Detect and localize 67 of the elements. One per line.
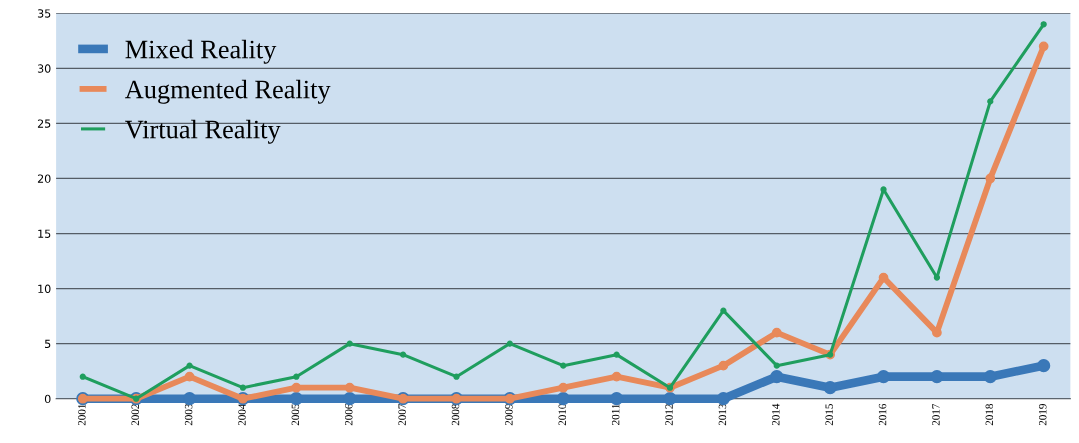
point	[291, 382, 302, 393]
point	[880, 186, 887, 193]
point	[613, 351, 620, 358]
x-tick-label: 2012	[665, 404, 673, 426]
point	[987, 98, 994, 105]
point	[771, 327, 782, 338]
x-tick-label: 2016	[878, 403, 887, 426]
point	[239, 384, 247, 391]
point	[186, 362, 193, 369]
point	[1040, 21, 1047, 28]
point	[1037, 359, 1051, 373]
x-tick-label: 2007	[398, 403, 406, 426]
y-tick-label: 35	[37, 9, 51, 18]
legend-label: Mixed Reality	[125, 39, 277, 64]
y-tick-label: 20	[37, 174, 51, 183]
x-tick-label: 2002	[131, 404, 139, 426]
y-tick-label: 30	[37, 64, 51, 73]
point	[1038, 41, 1049, 52]
point	[346, 340, 353, 347]
point	[79, 373, 86, 380]
point	[823, 381, 837, 395]
point	[983, 370, 997, 384]
point	[560, 362, 567, 369]
x-tick-label: 2006	[344, 403, 353, 426]
y-tick-label: 10	[38, 284, 51, 293]
x-tick-label: 2017	[932, 403, 940, 426]
point	[343, 392, 357, 406]
point	[930, 370, 944, 384]
point	[399, 351, 407, 358]
point	[182, 392, 197, 406]
y-tick-label: 0	[44, 394, 51, 404]
x-tick-label: 2019	[1038, 404, 1047, 426]
point	[663, 392, 677, 406]
point	[289, 392, 303, 406]
x-tick-label: 2008	[451, 403, 460, 426]
x-tick-label: 2004	[238, 403, 246, 426]
x-tick-label: 2009	[505, 404, 513, 426]
point	[453, 373, 460, 380]
point	[876, 370, 891, 384]
legend-label: Augmented Reality	[124, 79, 331, 104]
point	[293, 373, 300, 380]
x-tick-label: 2018	[985, 403, 994, 426]
point	[556, 392, 570, 406]
point	[506, 340, 513, 347]
point	[716, 392, 730, 406]
x-tick-label: 2001	[78, 404, 86, 426]
x-tick-label: 2013	[718, 404, 727, 426]
point	[933, 274, 941, 281]
point	[344, 382, 355, 393]
point	[773, 362, 780, 369]
point	[558, 382, 569, 393]
x-tick-label: 2011	[611, 404, 620, 425]
point	[985, 173, 996, 184]
x-tick-label: 2015	[825, 404, 833, 426]
point	[611, 371, 622, 382]
point	[184, 371, 195, 382]
y-tick-label: 25	[37, 119, 51, 128]
point	[718, 360, 729, 371]
point	[770, 370, 784, 384]
legend-label: Virtual Reality	[125, 119, 281, 144]
point	[720, 307, 727, 314]
x-tick-label: 2003	[184, 404, 193, 426]
y-tick-label: 15	[38, 229, 51, 238]
y-tick-label: 5	[45, 339, 51, 349]
x-tick-label: 2014	[772, 403, 780, 426]
point	[878, 272, 889, 283]
point	[610, 392, 624, 406]
